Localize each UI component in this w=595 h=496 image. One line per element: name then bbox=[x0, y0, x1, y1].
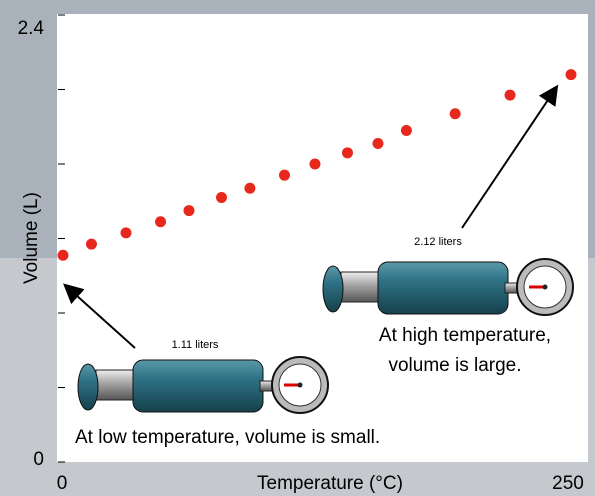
arrow bbox=[63, 283, 136, 349]
y-tick-label: 0 bbox=[33, 449, 44, 470]
x-axis-title: Temperature (°C) bbox=[257, 473, 403, 494]
data-point bbox=[215, 192, 227, 204]
data-point bbox=[183, 205, 195, 217]
data-point bbox=[372, 138, 384, 150]
data-point bbox=[449, 108, 461, 120]
y-axis-title: Volume (L) bbox=[21, 192, 42, 284]
data-point bbox=[120, 227, 132, 239]
y-tick-label: 2.4 bbox=[18, 18, 45, 39]
data-point bbox=[341, 147, 353, 159]
data-point bbox=[278, 169, 290, 181]
data-point bbox=[155, 216, 167, 228]
data-point bbox=[309, 158, 321, 170]
x-tick-label: 0 bbox=[57, 473, 68, 494]
data-point bbox=[57, 249, 69, 261]
arrow bbox=[461, 84, 559, 229]
annotation: 1.11 liters bbox=[172, 339, 219, 351]
x-tick-label: 250 bbox=[552, 473, 584, 494]
annotation: 2.12 liters bbox=[414, 236, 462, 248]
data-point bbox=[565, 69, 577, 81]
annotation: At low temperature, volume is small. bbox=[75, 427, 380, 448]
data-point bbox=[400, 124, 412, 136]
data-point bbox=[85, 238, 97, 250]
data-point bbox=[244, 182, 256, 194]
annotation: volume is large. bbox=[388, 355, 521, 376]
data-point bbox=[504, 89, 516, 101]
annotation: At high temperature, bbox=[379, 325, 551, 346]
